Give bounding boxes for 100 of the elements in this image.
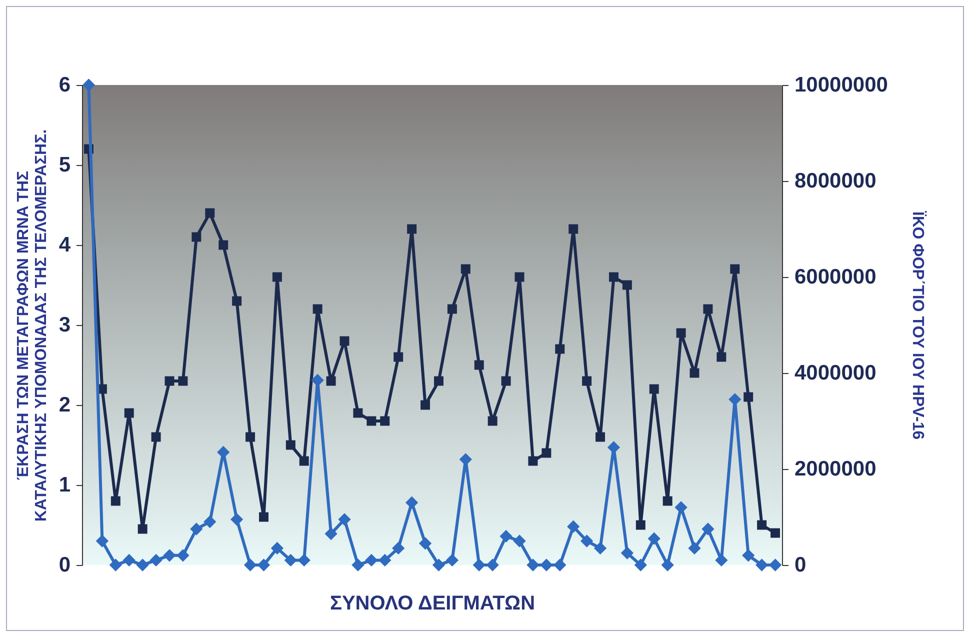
point: [192, 232, 202, 242]
point: [163, 549, 176, 562]
point: [446, 554, 459, 567]
point: [432, 558, 446, 572]
point: [703, 304, 713, 314]
point: [474, 360, 484, 370]
y-axis-title: ΈΚΡΑΣΗ ΤΩΝ ΜΕΤΑΓΡΑΦΩΝ MRNA ΤΗΣ ΚΑΤΑΛΥΤΙΚΗΣ ΥΠΟΜΟΝΑΔΑΣ ΤΗΣ ΤΕΛΟΜΕΡΑΣΗΣ.: [14, 129, 50, 522]
point: [136, 558, 149, 572]
point: [715, 554, 728, 567]
point: [232, 296, 242, 306]
point: [110, 496, 120, 506]
y-tick-label: 1: [58, 474, 71, 496]
point: [460, 264, 470, 274]
point: [447, 304, 457, 314]
point: [513, 534, 526, 548]
y-tick-label: 6: [58, 74, 70, 96]
point: [176, 549, 190, 562]
point: [526, 558, 540, 572]
point: [420, 400, 430, 410]
point: [514, 272, 524, 282]
point: [620, 546, 634, 560]
point: [702, 522, 714, 536]
x-axis-title: ΣΥΝΟΛΟ ΔΕΙΓΜΑΤΩΝ: [330, 592, 536, 614]
point: [757, 520, 767, 530]
point: [501, 376, 511, 386]
point: [674, 501, 688, 514]
point: [109, 558, 122, 572]
y2-tick-label: 8000000: [794, 170, 876, 192]
point: [366, 416, 376, 426]
point: [568, 224, 578, 234]
point: [528, 456, 538, 466]
y-tick-label: 4: [58, 234, 71, 256]
y-tick-label: 5: [58, 154, 71, 176]
point: [648, 532, 660, 545]
point: [486, 558, 499, 572]
point: [555, 344, 565, 354]
point: [380, 416, 390, 426]
point: [299, 456, 309, 466]
point: [742, 549, 755, 562]
point: [124, 408, 134, 418]
point: [164, 376, 174, 386]
point: [340, 336, 350, 346]
point: [488, 416, 498, 426]
point: [607, 441, 620, 454]
y2-tick-label: 10000000: [794, 74, 888, 96]
point: [472, 558, 486, 572]
point: [730, 264, 740, 274]
point: [258, 512, 268, 522]
point: [661, 558, 674, 572]
point: [636, 520, 646, 530]
point: [608, 272, 618, 282]
point: [662, 496, 672, 506]
y2-axis-title: ΪΚΟ ΦΟΡ΄ΤΙΟ ΤΟΥ ΙΟΥ HPV-16: [908, 210, 927, 440]
point: [324, 527, 338, 540]
point: [151, 432, 161, 442]
point: [567, 520, 580, 533]
point: [230, 513, 244, 526]
point: [365, 554, 378, 567]
point: [378, 554, 392, 567]
point: [244, 558, 257, 572]
point: [284, 554, 297, 567]
point: [405, 496, 418, 509]
point: [394, 352, 404, 362]
point: [122, 554, 136, 567]
point: [218, 240, 228, 250]
point: [542, 448, 552, 458]
point: [298, 554, 310, 567]
point: [312, 304, 322, 314]
point: [246, 432, 256, 442]
y2-tick-label: 6000000: [794, 266, 876, 288]
point: [770, 528, 780, 538]
point: [204, 515, 216, 528]
point: [82, 78, 96, 92]
point: [205, 208, 215, 218]
point: [311, 374, 324, 387]
point: [649, 384, 659, 394]
point: [257, 558, 270, 572]
point: [190, 522, 203, 536]
point: [418, 537, 432, 550]
y2-tick-label: 0: [794, 554, 806, 576]
point: [688, 542, 701, 555]
y-tick-label: 0: [58, 554, 70, 576]
y-tick-label: 2: [58, 394, 70, 416]
point: [434, 376, 444, 386]
point: [326, 376, 336, 386]
point: [634, 558, 647, 572]
point: [540, 558, 553, 572]
point: [690, 368, 700, 378]
point: [392, 542, 405, 555]
point: [270, 542, 284, 555]
point: [338, 513, 351, 526]
point: [150, 554, 162, 567]
point: [554, 558, 566, 572]
point: [755, 558, 768, 572]
y2-tick-label: 2000000: [794, 458, 876, 480]
point: [622, 280, 632, 290]
point: [353, 408, 363, 418]
point: [407, 224, 417, 234]
point: [744, 392, 754, 402]
point: [272, 272, 282, 282]
